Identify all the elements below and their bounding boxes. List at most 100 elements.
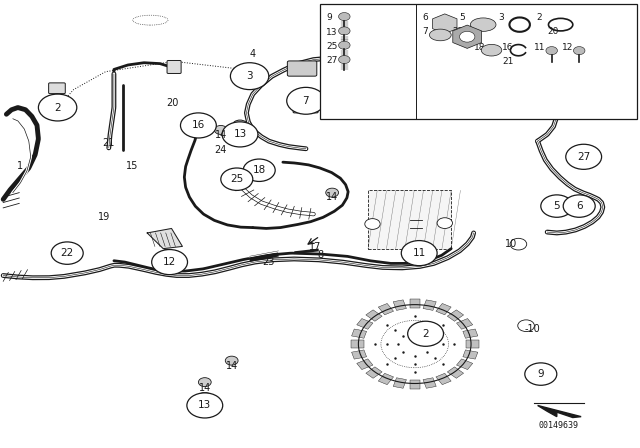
Circle shape: [563, 195, 595, 217]
Polygon shape: [466, 340, 479, 348]
Polygon shape: [378, 303, 394, 315]
Circle shape: [152, 250, 188, 275]
Circle shape: [525, 363, 557, 385]
Text: 22: 22: [452, 27, 464, 36]
Text: 18: 18: [474, 43, 485, 52]
Circle shape: [187, 393, 223, 418]
Polygon shape: [393, 300, 406, 310]
Text: 6: 6: [576, 201, 582, 211]
Text: 27: 27: [577, 152, 590, 162]
Text: 21: 21: [102, 138, 115, 148]
Circle shape: [243, 159, 275, 181]
Circle shape: [566, 144, 602, 169]
Polygon shape: [378, 373, 394, 385]
Polygon shape: [356, 359, 373, 370]
Text: 14: 14: [226, 361, 239, 371]
Text: 2: 2: [536, 13, 542, 22]
Text: 20: 20: [166, 98, 179, 108]
Polygon shape: [351, 340, 364, 348]
Circle shape: [401, 241, 437, 266]
Polygon shape: [366, 367, 382, 378]
Circle shape: [510, 238, 527, 250]
Text: 18: 18: [253, 165, 266, 175]
Text: 25: 25: [230, 174, 243, 184]
Text: 1: 1: [17, 161, 24, 171]
Text: 9: 9: [538, 369, 544, 379]
Circle shape: [541, 195, 573, 217]
Text: 4: 4: [250, 49, 256, 59]
Circle shape: [51, 242, 83, 264]
Polygon shape: [423, 300, 436, 310]
Text: 15: 15: [126, 161, 139, 171]
Circle shape: [365, 219, 380, 229]
Circle shape: [287, 87, 325, 114]
Circle shape: [326, 188, 339, 197]
FancyBboxPatch shape: [287, 61, 317, 76]
Circle shape: [339, 41, 350, 49]
Text: 2: 2: [54, 103, 61, 112]
Circle shape: [518, 320, 534, 332]
Polygon shape: [463, 350, 478, 359]
Polygon shape: [463, 329, 478, 338]
Text: 3: 3: [246, 71, 253, 81]
Polygon shape: [410, 299, 420, 308]
Circle shape: [38, 94, 77, 121]
Text: 14: 14: [326, 192, 339, 202]
Circle shape: [460, 31, 475, 42]
Text: 19: 19: [98, 212, 111, 222]
Circle shape: [232, 120, 248, 131]
Text: 5: 5: [460, 13, 465, 22]
Polygon shape: [436, 303, 451, 315]
Polygon shape: [351, 350, 367, 359]
Text: 9: 9: [326, 13, 332, 22]
Text: 3: 3: [498, 13, 504, 22]
Ellipse shape: [470, 18, 496, 31]
Text: 6: 6: [422, 13, 428, 22]
Text: 17: 17: [308, 242, 321, 252]
Text: 13: 13: [234, 129, 246, 139]
Text: 16: 16: [502, 43, 514, 52]
FancyBboxPatch shape: [49, 83, 65, 94]
Polygon shape: [356, 319, 373, 329]
Circle shape: [339, 56, 350, 64]
Polygon shape: [366, 310, 382, 321]
Text: 00149639: 00149639: [538, 421, 578, 430]
Circle shape: [225, 356, 238, 365]
Circle shape: [180, 113, 216, 138]
FancyBboxPatch shape: [167, 60, 181, 73]
Text: 21: 21: [502, 57, 514, 66]
FancyBboxPatch shape: [293, 100, 318, 113]
Text: 7: 7: [303, 96, 309, 106]
Text: 7: 7: [422, 27, 428, 36]
Circle shape: [437, 218, 452, 228]
Text: 14: 14: [214, 130, 227, 140]
Circle shape: [198, 378, 211, 387]
Text: 12: 12: [163, 257, 176, 267]
Text: 22: 22: [61, 248, 74, 258]
Text: 11: 11: [534, 43, 546, 52]
Text: 11: 11: [413, 248, 426, 258]
Text: 10: 10: [504, 239, 517, 249]
Circle shape: [408, 321, 444, 346]
Text: 5: 5: [554, 201, 560, 211]
Polygon shape: [410, 380, 420, 389]
Circle shape: [221, 168, 253, 190]
Circle shape: [214, 125, 227, 134]
Text: 16: 16: [192, 121, 205, 130]
Bar: [320, 4, 637, 119]
Polygon shape: [147, 228, 182, 249]
Bar: [368, 190, 451, 249]
Ellipse shape: [481, 44, 502, 56]
Text: 28: 28: [545, 85, 558, 95]
Ellipse shape: [429, 29, 451, 41]
Polygon shape: [456, 319, 473, 329]
Polygon shape: [351, 329, 367, 338]
Text: 27: 27: [326, 56, 338, 65]
Polygon shape: [456, 359, 473, 370]
Polygon shape: [423, 378, 436, 388]
Text: 13: 13: [326, 28, 338, 37]
Polygon shape: [538, 405, 581, 418]
Text: 25: 25: [326, 42, 338, 51]
Circle shape: [230, 63, 269, 90]
Circle shape: [573, 47, 585, 55]
